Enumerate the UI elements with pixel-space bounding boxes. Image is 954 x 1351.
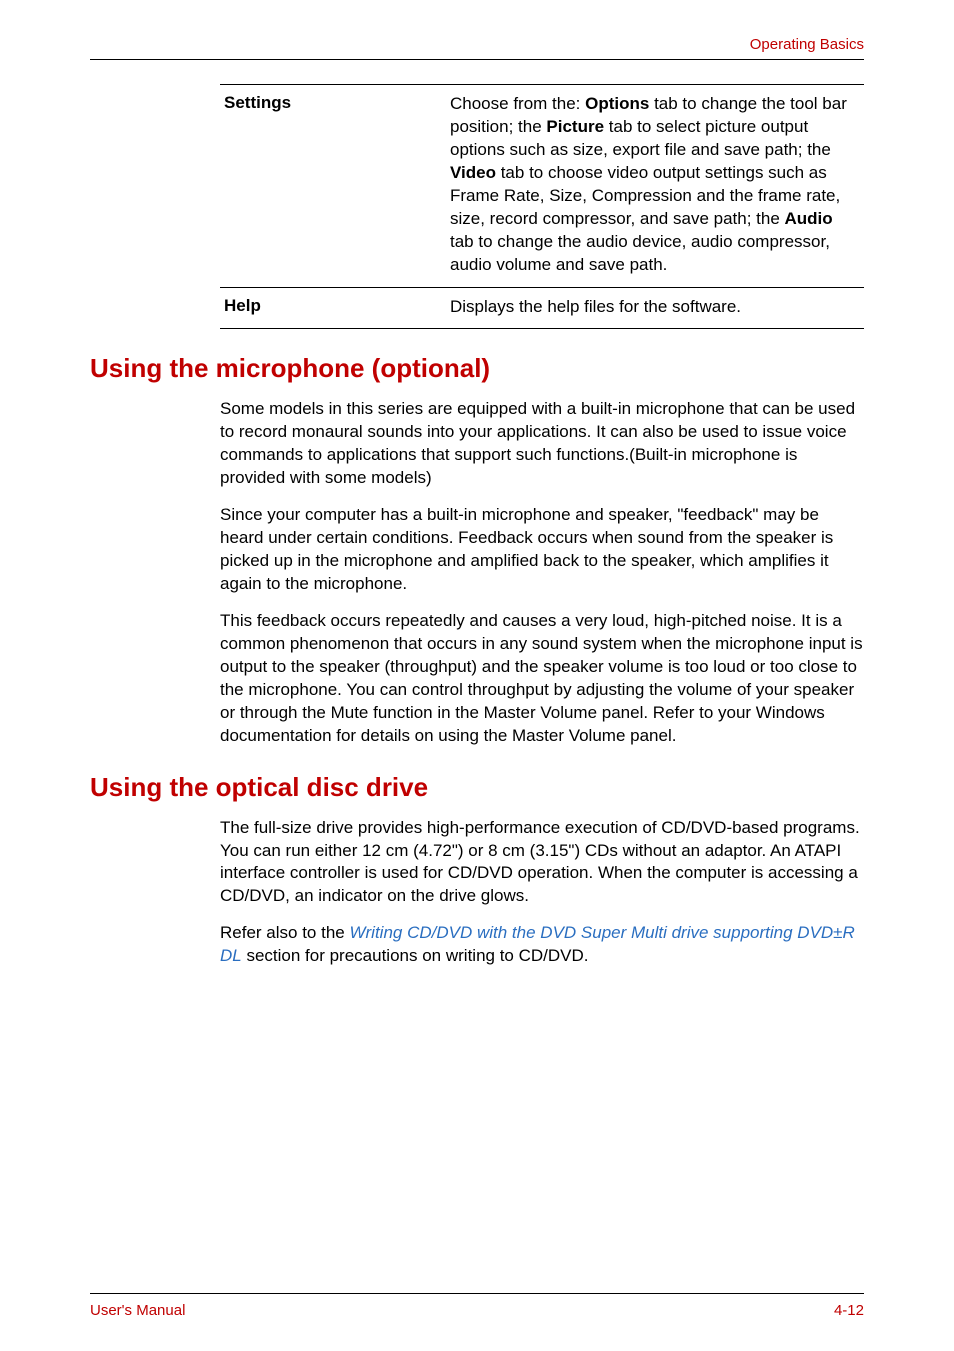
header-right-text: Operating Basics bbox=[90, 36, 864, 53]
table-label: Settings bbox=[220, 93, 450, 277]
page: Operating Basics Settings Choose from th… bbox=[0, 0, 954, 1351]
table-rule bbox=[220, 328, 864, 329]
table-desc: Choose from the: Options tab to change t… bbox=[450, 93, 864, 277]
footer-row: User's Manual 4-12 bbox=[90, 1302, 864, 1319]
table-row: Help Displays the help files for the sof… bbox=[220, 288, 864, 329]
page-footer: User's Manual 4-12 bbox=[90, 1293, 864, 1319]
content-area: Settings Choose from the: Options tab to… bbox=[90, 70, 864, 1293]
page-header: Operating Basics bbox=[90, 36, 864, 60]
section-body: Some models in this series are equipped … bbox=[220, 398, 864, 747]
paragraph: Some models in this series are equipped … bbox=[220, 398, 864, 490]
footer-left-text: User's Manual bbox=[90, 1302, 185, 1319]
table-label: Help bbox=[220, 296, 450, 319]
footer-rule bbox=[90, 1293, 864, 1294]
table-desc: Displays the help files for the software… bbox=[450, 296, 864, 319]
paragraph: This feedback occurs repeatedly and caus… bbox=[220, 610, 864, 748]
section-heading: Using the microphone (optional) bbox=[90, 353, 864, 384]
paragraph: Refer also to the Writing CD/DVD with th… bbox=[220, 922, 864, 968]
header-rule bbox=[90, 59, 864, 60]
table-row: Settings Choose from the: Options tab to… bbox=[220, 85, 864, 287]
section-heading: Using the optical disc drive bbox=[90, 772, 864, 803]
paragraph: The full-size drive provides high-perfor… bbox=[220, 817, 864, 909]
definition-table: Settings Choose from the: Options tab to… bbox=[220, 84, 864, 329]
section-body: The full-size drive provides high-perfor… bbox=[220, 817, 864, 969]
paragraph: Since your computer has a built-in micro… bbox=[220, 504, 864, 596]
footer-right-text: 4-12 bbox=[834, 1302, 864, 1319]
